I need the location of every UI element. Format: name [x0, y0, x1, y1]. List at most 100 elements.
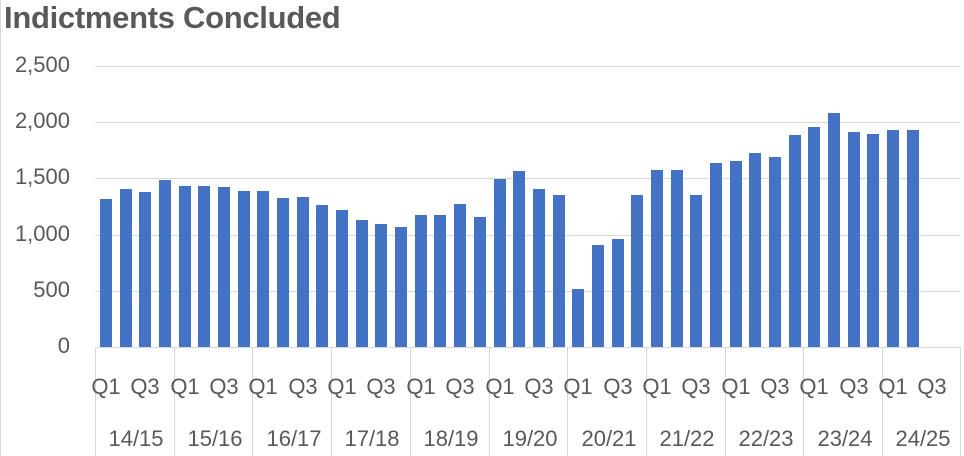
bar — [257, 191, 269, 347]
bar — [238, 191, 250, 347]
quarter-tick-label: Q3 — [130, 374, 160, 399]
x-axis-line — [95, 347, 960, 348]
chart-frame-border — [0, 0, 1, 456]
bar — [159, 180, 171, 347]
y-tick-label: 500 — [33, 277, 70, 302]
group-separator — [410, 347, 411, 456]
bar — [179, 186, 191, 347]
group-separator — [95, 347, 96, 456]
bar — [887, 130, 899, 347]
bar — [907, 130, 919, 347]
fiscal-year-label: 22/23 — [738, 426, 794, 451]
quarter-tick-label: Q1 — [327, 374, 357, 399]
y-tick-label: 2,500 — [14, 52, 70, 77]
bar — [592, 245, 604, 347]
bar — [867, 134, 879, 347]
group-separator — [567, 347, 568, 456]
bar — [651, 170, 663, 347]
bar — [769, 157, 781, 347]
bar — [139, 192, 151, 347]
fiscal-year-label: 19/20 — [502, 426, 558, 451]
quarter-tick-label: Q1 — [406, 374, 436, 399]
fiscal-year-label: 16/17 — [266, 426, 322, 451]
bar — [356, 220, 368, 347]
group-separator — [960, 347, 961, 456]
group-separator — [252, 347, 253, 456]
fiscal-year-label: 17/18 — [344, 426, 400, 451]
group-separator — [646, 347, 647, 456]
quarter-tick-label: Q3 — [917, 374, 947, 399]
bar — [671, 170, 683, 347]
quarter-tick-label: Q3 — [524, 374, 554, 399]
bar — [218, 187, 230, 347]
quarter-tick-label: Q3 — [445, 374, 475, 399]
quarter-tick-label: Q1 — [642, 374, 672, 399]
bar — [690, 195, 702, 347]
bar — [828, 113, 840, 347]
gridline — [95, 66, 960, 67]
fiscal-year-label: 21/22 — [659, 426, 715, 451]
quarter-tick-label: Q1 — [878, 374, 908, 399]
fiscal-year-label: 24/25 — [895, 426, 951, 451]
gridline — [95, 122, 960, 123]
bar — [749, 153, 761, 347]
quarter-tick-label: Q1 — [799, 374, 829, 399]
fiscal-year-label: 20/21 — [581, 426, 637, 451]
y-tick-label: 1,500 — [14, 164, 70, 189]
group-separator — [803, 347, 804, 456]
bar — [100, 199, 112, 347]
fiscal-year-label: 18/19 — [423, 426, 479, 451]
bar — [297, 197, 309, 347]
bar — [434, 215, 446, 347]
quarter-tick-label: Q3 — [760, 374, 790, 399]
chart-title: Indictments Concluded — [4, 0, 341, 35]
gridline — [95, 235, 960, 236]
quarter-tick-label: Q1 — [91, 374, 121, 399]
fiscal-year-label: 14/15 — [108, 426, 164, 451]
quarter-tick-label: Q1 — [248, 374, 278, 399]
bar — [336, 210, 348, 347]
quarter-tick-label: Q3 — [681, 374, 711, 399]
bar — [789, 135, 801, 347]
bar — [808, 127, 820, 347]
y-tick-label: 2,000 — [14, 108, 70, 133]
group-separator — [331, 347, 332, 456]
bar — [316, 205, 328, 347]
group-separator — [489, 347, 490, 456]
bar — [198, 186, 210, 347]
y-tick-label: 1,000 — [14, 221, 70, 246]
bar — [572, 289, 584, 347]
bar — [710, 163, 722, 347]
bar — [533, 189, 545, 347]
bar — [553, 195, 565, 347]
quarter-tick-label: Q3 — [288, 374, 318, 399]
bar — [454, 204, 466, 347]
bar — [494, 179, 506, 347]
y-tick-label: 0 — [57, 333, 70, 358]
group-separator — [725, 347, 726, 456]
quarter-tick-label: Q1 — [721, 374, 751, 399]
quarter-tick-label: Q3 — [603, 374, 633, 399]
gridline — [95, 178, 960, 179]
group-separator — [174, 347, 175, 456]
bar — [277, 198, 289, 347]
bar — [848, 132, 860, 347]
quarter-tick-label: Q3 — [209, 374, 239, 399]
quarter-tick-label: Q3 — [839, 374, 869, 399]
quarter-tick-label: Q1 — [563, 374, 593, 399]
bar — [631, 195, 643, 347]
bar — [120, 189, 132, 347]
bar — [612, 239, 624, 347]
bar — [730, 161, 742, 347]
gridline — [95, 291, 960, 292]
fiscal-year-label: 15/16 — [187, 426, 243, 451]
bar — [415, 215, 427, 347]
quarter-tick-label: Q1 — [170, 374, 200, 399]
bar — [395, 227, 407, 347]
bar — [375, 224, 387, 347]
bar — [474, 217, 486, 347]
fiscal-year-label: 23/24 — [817, 426, 873, 451]
quarter-tick-label: Q3 — [366, 374, 396, 399]
